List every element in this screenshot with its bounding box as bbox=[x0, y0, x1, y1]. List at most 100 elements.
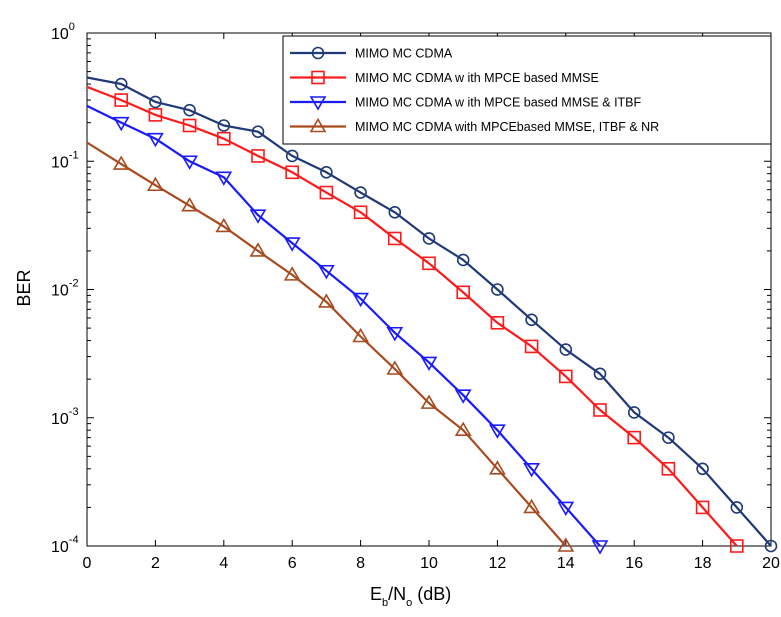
data-point-marker bbox=[491, 283, 504, 296]
data-point-marker bbox=[215, 217, 233, 233]
data-point-marker bbox=[318, 264, 335, 280]
data-point-marker bbox=[217, 119, 231, 132]
data-point-marker bbox=[764, 539, 778, 553]
legend-swatch-marker bbox=[309, 96, 327, 111]
x-tick-label: 14 bbox=[557, 555, 575, 572]
x-axis-title: Eb/No (dB) bbox=[370, 584, 451, 609]
data-point-marker bbox=[523, 462, 540, 478]
x-tick-label: 6 bbox=[288, 555, 297, 572]
plot-axes: 0 2 4 6 8 10 12 14 16 18 20 100 10-1 10-2 10-3 10-4 bbox=[51, 21, 780, 572]
data-point-marker bbox=[387, 231, 402, 246]
data-point-marker bbox=[557, 501, 575, 516]
data-point-marker bbox=[696, 462, 709, 476]
axis-labels: BER Eb/No (dB) bbox=[14, 269, 451, 609]
data-point-marker bbox=[420, 394, 438, 409]
x-axis-title-unit: (dB) bbox=[417, 584, 451, 604]
series-2 bbox=[86, 85, 744, 553]
data-point-marker bbox=[352, 327, 369, 343]
data-point-marker bbox=[490, 315, 505, 330]
data-point-marker bbox=[559, 343, 573, 356]
data-point-marker bbox=[148, 108, 163, 122]
data-point-marker bbox=[114, 77, 128, 91]
data-point-marker bbox=[215, 171, 233, 186]
x-axis-title-o: o bbox=[406, 597, 412, 609]
data-point-marker bbox=[591, 540, 609, 555]
x-tick-label: 8 bbox=[356, 555, 365, 572]
y-tick-label: 10-4 bbox=[51, 534, 79, 556]
data-point-marker bbox=[112, 155, 130, 170]
y-tick-label: 10-3 bbox=[51, 406, 79, 428]
x-tick-label: 20 bbox=[762, 555, 780, 572]
data-point-marker bbox=[352, 292, 369, 308]
data-point-marker bbox=[456, 285, 471, 300]
data-point-marker bbox=[388, 205, 402, 219]
data-point-marker bbox=[730, 501, 744, 514]
data-point-marker bbox=[354, 186, 367, 199]
y-tick-label: 10-2 bbox=[51, 278, 79, 300]
data-point-marker bbox=[661, 461, 676, 476]
x-axis-title-e: E bbox=[370, 584, 382, 604]
data-point-marker bbox=[147, 176, 164, 192]
legend-label: MIMO MC CDMA with MPCEbased MMSE, ITBF &… bbox=[355, 120, 659, 134]
legend-swatch-marker bbox=[311, 70, 325, 85]
data-point-marker bbox=[525, 313, 538, 327]
data-point-marker bbox=[249, 209, 267, 224]
data-point-marker bbox=[182, 118, 197, 133]
data-point-marker bbox=[557, 537, 575, 552]
legend-label: MIMO MC CDMA w ith MPCE based MMSE bbox=[355, 71, 599, 85]
data-point-marker bbox=[353, 205, 368, 220]
data-point-marker bbox=[183, 103, 196, 117]
y-axis-title: BER bbox=[14, 269, 34, 306]
data-point-marker bbox=[420, 356, 438, 372]
legend-box bbox=[282, 35, 772, 145]
legend-item: MIMO MC CDMA with MPCEbased MMSE, ITBF &… bbox=[290, 117, 659, 134]
series-line bbox=[86, 141, 567, 547]
data-point-marker bbox=[523, 498, 540, 514]
data-point-marker bbox=[422, 256, 436, 271]
data-point-marker bbox=[695, 500, 710, 515]
data-point-marker bbox=[627, 430, 642, 445]
data-point-marker bbox=[285, 149, 299, 163]
data-point-marker bbox=[181, 197, 198, 212]
data-point-marker bbox=[285, 165, 300, 180]
data-point-marker bbox=[456, 253, 470, 267]
y-tick-label: 10-1 bbox=[51, 149, 79, 171]
x-tick-label: 2 bbox=[151, 555, 160, 572]
series-4 bbox=[86, 141, 575, 552]
x-tick-label: 12 bbox=[489, 555, 507, 572]
data-point-marker bbox=[217, 131, 231, 146]
data-point-marker bbox=[283, 237, 301, 252]
data-point-marker bbox=[662, 431, 675, 444]
x-tick-label: 0 bbox=[83, 555, 92, 572]
data-point-marker bbox=[454, 421, 472, 436]
data-point-marker bbox=[489, 460, 506, 475]
data-point-marker bbox=[593, 403, 607, 417]
x-tick-label: 4 bbox=[219, 555, 228, 572]
x-tick-label: 18 bbox=[694, 555, 712, 572]
data-point-marker bbox=[489, 424, 506, 439]
data-point-marker bbox=[386, 360, 404, 375]
series-3 bbox=[86, 104, 609, 555]
data-point-marker bbox=[318, 293, 335, 308]
legend-swatch-marker bbox=[311, 46, 325, 60]
legend: MIMO MC CDMA MIMO MC CDMA w ith MPCE base… bbox=[282, 35, 772, 145]
data-point-marker bbox=[558, 369, 573, 384]
legend-item: MIMO MC CDMA w ith MPCE based MMSE bbox=[290, 70, 599, 85]
series-line bbox=[86, 76, 772, 547]
data-point-marker bbox=[593, 367, 607, 381]
series-line bbox=[86, 104, 601, 547]
data-point-marker bbox=[251, 149, 265, 163]
legend-swatch-marker bbox=[309, 117, 327, 133]
data-point-marker bbox=[386, 326, 404, 342]
x-axis-title-b: b bbox=[382, 597, 388, 609]
x-tick-label: 10 bbox=[420, 555, 438, 572]
data-point-marker bbox=[147, 132, 164, 148]
plot-series bbox=[86, 76, 778, 555]
legend-label: MIMO MC CDMA bbox=[355, 47, 453, 61]
data-point-marker bbox=[181, 155, 198, 170]
data-point-marker bbox=[112, 116, 130, 132]
data-point-marker bbox=[524, 339, 539, 354]
x-tick-label: 16 bbox=[625, 555, 643, 572]
data-point-marker bbox=[114, 93, 128, 107]
